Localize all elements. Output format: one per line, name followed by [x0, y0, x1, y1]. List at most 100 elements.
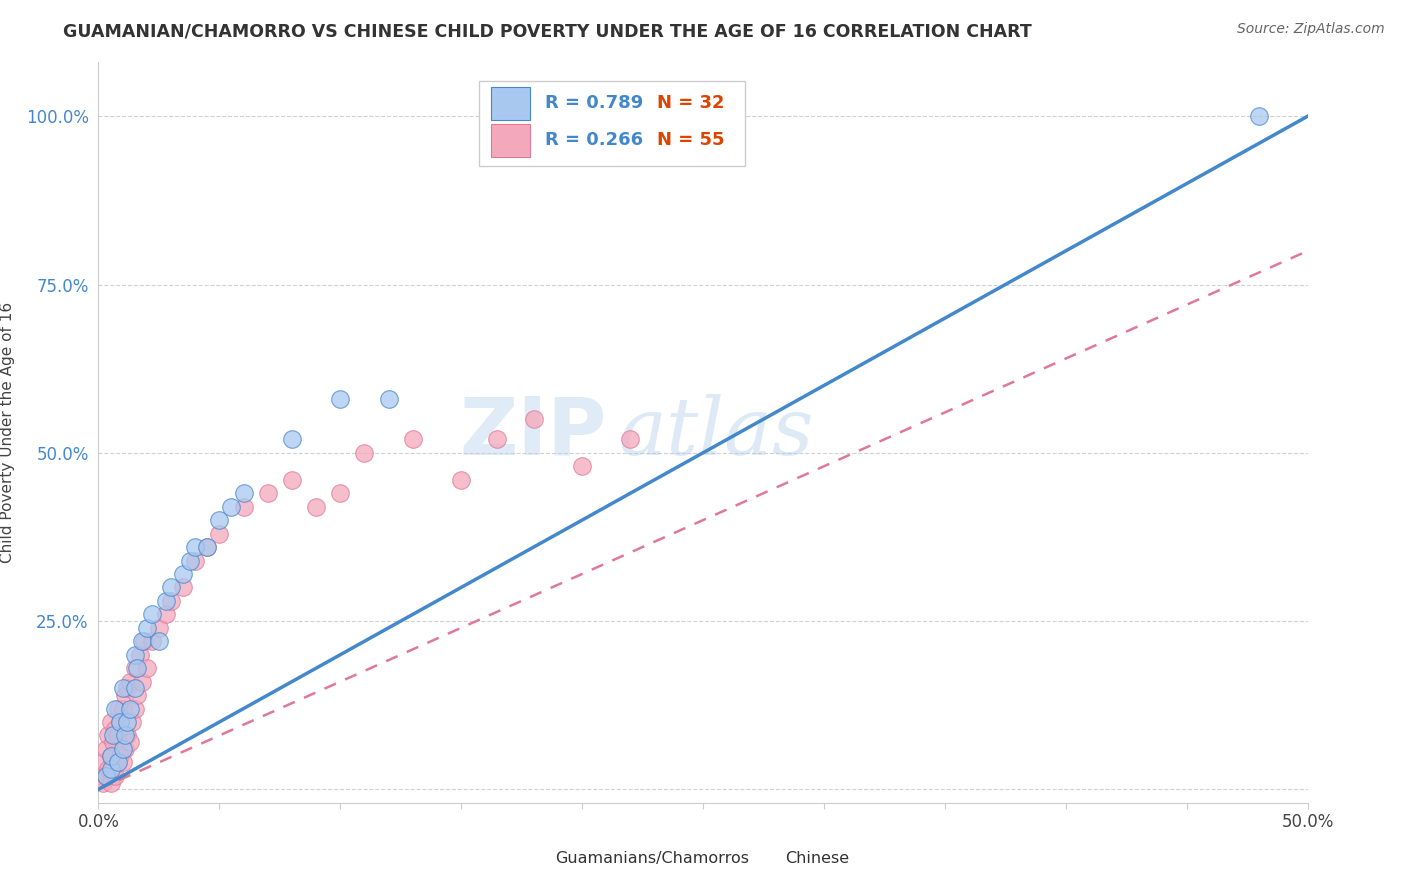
Point: [179, 553, 201, 567]
Point: [100, 775, 122, 789]
Point: [114, 742, 136, 756]
Point: [172, 566, 194, 581]
Point: [134, 634, 156, 648]
Point: [523, 412, 546, 426]
Text: R = 0.789: R = 0.789: [544, 95, 643, 112]
Point: [208, 526, 231, 541]
Point: [107, 756, 129, 770]
Point: [184, 553, 207, 567]
Point: [135, 621, 157, 635]
Point: [97, 762, 120, 776]
Point: [124, 681, 146, 696]
Point: [108, 714, 131, 729]
Point: [127, 688, 149, 702]
Point: [131, 674, 153, 689]
Point: [94, 769, 117, 783]
Point: [486, 433, 509, 447]
Point: [114, 729, 136, 743]
Text: atlas: atlas: [619, 394, 814, 471]
Point: [100, 748, 122, 763]
Point: [208, 513, 231, 527]
Point: [101, 735, 124, 749]
Point: [148, 621, 170, 635]
Text: N = 55: N = 55: [657, 131, 724, 149]
Text: Guamanians/Chamorros: Guamanians/Chamorros: [555, 851, 749, 866]
Point: [155, 594, 177, 608]
Point: [108, 714, 131, 729]
Point: [111, 742, 134, 756]
Point: [100, 714, 122, 729]
Point: [117, 729, 139, 743]
Text: Chinese: Chinese: [785, 851, 849, 866]
Point: [281, 433, 304, 447]
Point: [128, 648, 150, 662]
Point: [117, 714, 139, 729]
Point: [141, 607, 163, 622]
Text: GUAMANIAN/CHAMORRO VS CHINESE CHILD POVERTY UNDER THE AGE OF 16 CORRELATION CHAR: GUAMANIAN/CHAMORRO VS CHINESE CHILD POVE…: [63, 22, 1032, 40]
Point: [114, 688, 136, 702]
Point: [571, 459, 593, 474]
Text: ZIP: ZIP: [458, 393, 606, 472]
Point: [94, 769, 117, 783]
Text: R = 0.266: R = 0.266: [544, 131, 643, 149]
Text: N = 32: N = 32: [657, 95, 724, 112]
Point: [121, 714, 143, 729]
Point: [90, 769, 112, 783]
Point: [148, 634, 170, 648]
Point: [353, 446, 375, 460]
Point: [118, 674, 141, 689]
Text: Source: ZipAtlas.com: Source: ZipAtlas.com: [1237, 22, 1385, 37]
Point: [118, 701, 141, 715]
Point: [329, 392, 352, 406]
FancyBboxPatch shape: [745, 845, 779, 871]
Point: [305, 500, 328, 514]
Point: [155, 607, 177, 622]
Point: [124, 701, 146, 715]
Point: [232, 500, 254, 514]
Point: [100, 762, 122, 776]
Point: [111, 701, 134, 715]
Point: [108, 748, 131, 763]
Point: [195, 540, 218, 554]
Point: [127, 661, 149, 675]
Point: [256, 486, 278, 500]
Point: [160, 594, 183, 608]
FancyBboxPatch shape: [516, 845, 550, 871]
Point: [141, 634, 163, 648]
FancyBboxPatch shape: [479, 81, 745, 166]
Point: [107, 729, 129, 743]
Point: [172, 581, 194, 595]
Point: [329, 486, 352, 500]
Point: [1249, 109, 1271, 123]
Point: [104, 769, 127, 783]
Point: [281, 473, 304, 487]
Point: [195, 540, 218, 554]
Point: [100, 748, 122, 763]
Point: [131, 634, 153, 648]
FancyBboxPatch shape: [492, 87, 530, 120]
Point: [619, 433, 641, 447]
Point: [111, 756, 134, 770]
Point: [124, 648, 146, 662]
Point: [107, 756, 129, 770]
Point: [94, 742, 117, 756]
FancyBboxPatch shape: [492, 123, 530, 157]
Point: [101, 762, 124, 776]
Point: [232, 486, 254, 500]
Y-axis label: Child Poverty Under the Age of 16: Child Poverty Under the Age of 16: [0, 302, 14, 563]
Point: [91, 756, 114, 770]
Point: [117, 681, 139, 696]
Point: [221, 500, 243, 514]
Point: [377, 392, 399, 406]
Point: [402, 433, 425, 447]
Point: [118, 735, 141, 749]
Point: [104, 701, 127, 715]
Point: [124, 661, 146, 675]
Point: [107, 701, 129, 715]
Point: [101, 729, 124, 743]
Point: [97, 729, 120, 743]
Point: [450, 473, 472, 487]
Point: [160, 581, 183, 595]
Point: [111, 681, 134, 696]
Point: [91, 775, 114, 789]
